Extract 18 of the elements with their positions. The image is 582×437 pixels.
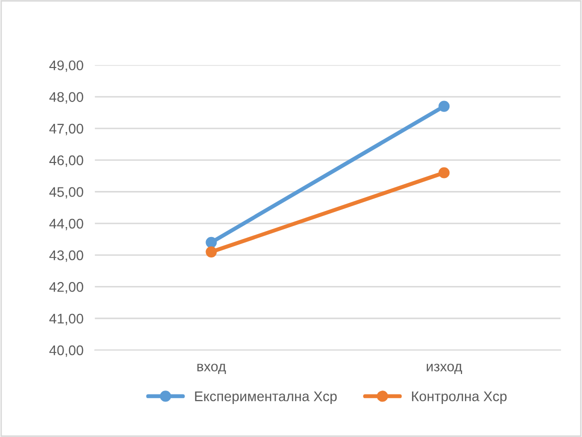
y-tick-label: 48,00 [49, 92, 84, 104]
x-tick-label: изход [426, 364, 462, 374]
y-tick-label: 49,00 [49, 60, 84, 72]
y-tick-label: 47,00 [49, 124, 84, 136]
x-tick-label: вход [197, 364, 226, 374]
y-tick-label: 45,00 [49, 187, 84, 199]
point [206, 246, 217, 258]
point [438, 100, 450, 112]
y-tick-label: 44,00 [49, 218, 84, 230]
legend-label: Контролна Хср [412, 392, 507, 404]
point [438, 167, 450, 178]
y-tick-label: 42,00 [49, 282, 84, 294]
legend-label: Експериментална Хср [195, 392, 337, 404]
y-tick-label: 41,00 [49, 314, 84, 326]
y-tick-label: 46,00 [49, 155, 84, 167]
y-tick-label: 40,00 [49, 345, 84, 357]
point [206, 236, 217, 248]
y-tick-label: 43,00 [49, 250, 84, 262]
